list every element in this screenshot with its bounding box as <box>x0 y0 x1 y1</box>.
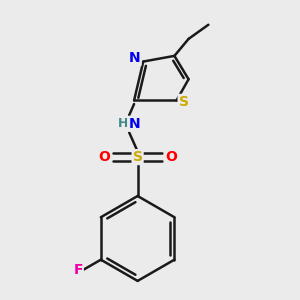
Text: O: O <box>98 150 110 164</box>
Text: F: F <box>73 262 83 277</box>
Text: S: S <box>133 150 142 164</box>
Text: N: N <box>129 51 141 65</box>
Text: O: O <box>165 150 177 164</box>
Text: S: S <box>178 95 189 109</box>
Text: H: H <box>118 117 129 130</box>
Text: N: N <box>128 117 140 131</box>
